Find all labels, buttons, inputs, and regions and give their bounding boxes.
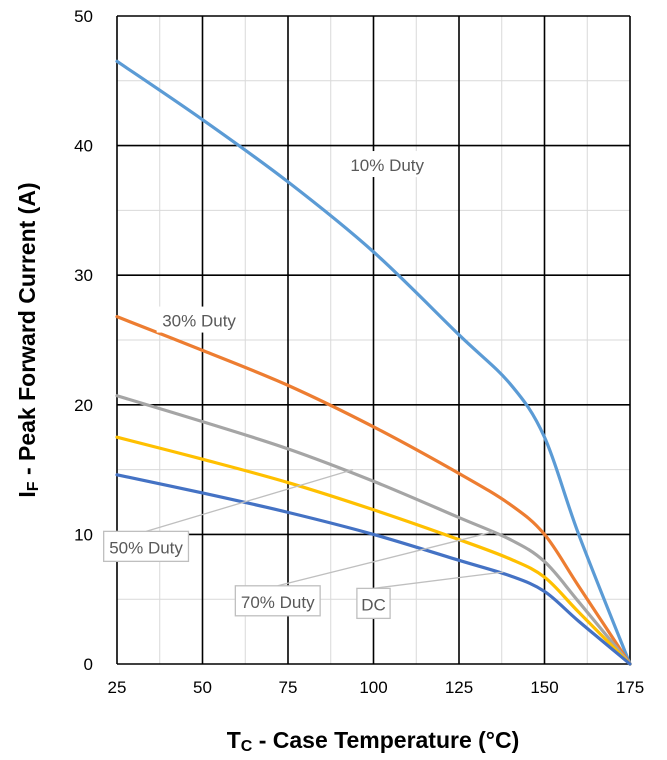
y-tick-label: 0 — [84, 655, 93, 674]
annotation-50-duty-label: 50% Duty — [109, 538, 183, 557]
x-tick-label: 150 — [530, 678, 558, 697]
x-tick-label: 75 — [279, 678, 298, 697]
series-line-50-duty — [115, 394, 632, 666]
x-tick-label: 25 — [108, 678, 127, 697]
annotation-50-duty-pointer — [145, 468, 354, 532]
annotation-30-duty-label: 30% Duty — [162, 312, 236, 331]
tick-labels: 25 50 75 100 125 150 175 0 10 20 30 40 50 — [74, 7, 644, 697]
y-tick-label: 20 — [74, 396, 93, 415]
annotation-10-duty-bg — [344, 151, 430, 178]
annotation-dc-box — [356, 587, 391, 620]
x-axis-title: TC - Case Temperature (°C) — [227, 727, 520, 755]
annotations: 10% Duty 30% Duty 50% Duty 70% Duty DC — [103, 151, 504, 620]
series-lines — [115, 59, 632, 666]
series-line-70-duty — [115, 435, 632, 666]
annotation-70-duty-label: 70% Duty — [241, 593, 315, 612]
annotation-50-duty-box — [103, 530, 190, 563]
series-line-10-duty — [115, 59, 632, 666]
annotation-10-duty-label: 10% Duty — [350, 156, 424, 175]
x-tick-label: 100 — [359, 678, 387, 697]
annotation-70-duty-box — [234, 585, 321, 617]
y-tick-label: 10 — [74, 525, 93, 544]
annotation-30-duty-bg — [156, 306, 242, 333]
y-tick-label: 30 — [74, 266, 93, 285]
annotation-dc-pointer — [373, 571, 504, 590]
x-tick-label: 175 — [616, 678, 644, 697]
y-tick-label: 40 — [74, 137, 93, 156]
annotation-70-duty-pointer — [277, 531, 494, 587]
y-tick-label: 50 — [74, 7, 93, 26]
y-axis-title: IF - Peak Forward Current (A) — [14, 182, 42, 497]
series-line-30-duty — [115, 315, 632, 666]
annotation-dc-label: DC — [361, 595, 386, 614]
x-tick-label: 50 — [193, 678, 212, 697]
series-line-dc — [115, 473, 632, 666]
x-tick-label: 125 — [445, 678, 473, 697]
